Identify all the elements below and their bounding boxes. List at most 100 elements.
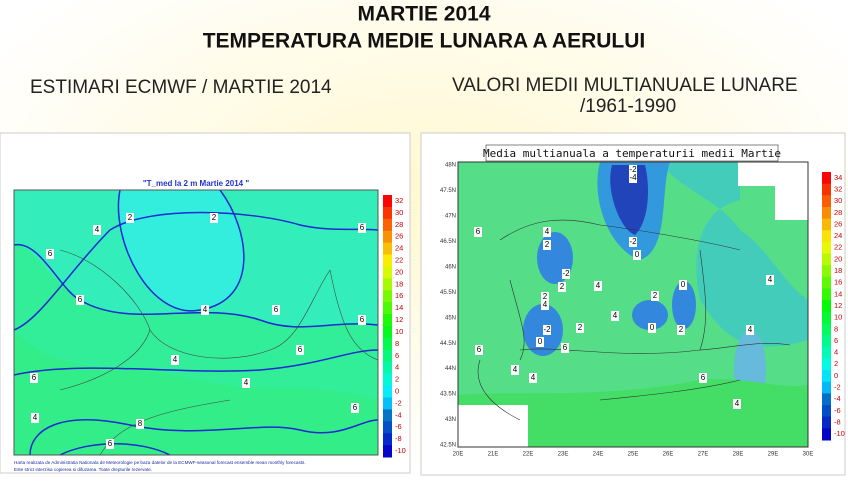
contour-label-bg (543, 240, 551, 250)
colorbar-label: -2 (834, 383, 841, 392)
colorbar-label: -6 (395, 422, 402, 431)
contour-label: 4 (173, 355, 178, 364)
contour-label-bg (296, 345, 304, 355)
colorbar-label: 20 (395, 267, 403, 276)
colorbar-swatch (383, 421, 392, 434)
lon-label: 26E (663, 452, 674, 458)
colorbar-swatch (822, 265, 831, 278)
contour-label: 6 (353, 403, 358, 412)
contour-label: 2 (212, 213, 217, 222)
colorbar-swatch (383, 373, 392, 387)
colorbar-swatch (822, 358, 831, 371)
contour-label: 0 (681, 280, 686, 289)
contour-label: 6 (563, 343, 568, 352)
colorbar-label: 6 (834, 336, 838, 345)
contour-label-bg (594, 281, 602, 291)
contour-label-bg (242, 378, 250, 388)
lat-label: 43N (445, 417, 456, 423)
contour-label-bg (677, 325, 685, 335)
map-field (672, 281, 696, 329)
no-data (738, 162, 808, 186)
colorbar-label: -6 (834, 406, 841, 415)
lon-label: 28E (733, 452, 744, 458)
contour-label: 4 (203, 305, 208, 314)
colorbar-label: 22 (834, 243, 842, 252)
contour-label: 4 (33, 413, 38, 422)
colorbar-swatch (383, 433, 392, 446)
left-map (13, 189, 379, 456)
contour-label: 4 (513, 365, 518, 374)
subtitle: TEMPERATURA MEDIE LUNARA A AERULUI (203, 30, 646, 53)
lat-label: 43.5N (440, 392, 456, 398)
colorbar-swatch (383, 218, 392, 232)
contour-label: 4 (545, 227, 550, 236)
colorbar-swatch (383, 266, 392, 279)
contour-label-bg (746, 325, 754, 335)
contour-label: 2 (543, 292, 548, 301)
colorbar-label: -8 (395, 434, 402, 443)
colorbar-label: 16 (834, 278, 842, 287)
colorbar-swatch (822, 241, 831, 255)
contour-label: -2 (629, 165, 637, 174)
contour-label: 2 (653, 291, 658, 300)
contour-label: 2 (128, 213, 133, 222)
map-field (632, 300, 668, 330)
contour-label-bg (629, 165, 637, 175)
colorbar-swatch (822, 195, 831, 208)
left-map-title: "T_med la 2 m Martie 2014 " (143, 179, 250, 188)
colorbar-swatch (383, 361, 392, 375)
colorbar-swatch (383, 195, 392, 208)
colorbar-label: 32 (395, 196, 403, 205)
map-field (500, 162, 808, 347)
colorbar-label: 10 (395, 327, 403, 336)
contour-label: 6 (298, 345, 303, 354)
map-field (458, 378, 808, 447)
colorbar-swatch (383, 314, 392, 327)
colorbar-swatch (822, 370, 831, 383)
colorbar-swatch (822, 393, 831, 406)
colorbar-label: 28 (395, 220, 403, 229)
contour-label-bg (171, 355, 179, 365)
contour-label: 6 (476, 227, 481, 236)
contour-label-bg (529, 373, 537, 383)
contour-label: 4 (244, 378, 249, 387)
colorbar-swatch (822, 218, 831, 231)
title: MARTIE 2014 (357, 3, 490, 26)
contour-label: 0 (650, 323, 655, 332)
lat-label: 46.5N (440, 239, 456, 245)
colorbar-label: 30 (395, 208, 403, 217)
colorbar-swatch (383, 302, 392, 315)
colorbar-label: 8 (395, 339, 399, 348)
colorbar-label: 2 (395, 375, 399, 384)
contour-label: 4 (748, 325, 753, 334)
contour-label-bg (106, 439, 114, 449)
contour-label: 2 (578, 323, 583, 332)
lat-label: 42.5N (440, 443, 456, 449)
colorbar-swatch (822, 230, 831, 243)
right-caption: VALORI MEDII MULTIANUALE LUNARE (452, 75, 798, 96)
colorbar-label: 16 (395, 291, 403, 300)
colorbar-swatch (383, 409, 392, 422)
contour-label: 4 (543, 300, 548, 309)
contour-label-bg (543, 227, 551, 237)
contour-label-bg (651, 291, 659, 301)
colorbar-label: 24 (834, 231, 842, 240)
colorbar-label: 26 (395, 232, 403, 241)
contour-label: -2 (543, 325, 551, 334)
colorbar-label: 14 (395, 303, 403, 312)
contour-label: 6 (32, 373, 37, 382)
colorbar-label: 6 (395, 351, 399, 360)
contour-label-bg (699, 373, 707, 383)
footnote: Harta realizata de Administratia Nationa… (14, 460, 306, 465)
right-map-title: Media multianuala a temperaturii medii M… (483, 147, 781, 160)
contour-label-bg (629, 173, 637, 183)
contour-label: 0 (635, 250, 640, 259)
colorbar-swatch (822, 183, 831, 196)
colorbar-swatch (822, 405, 831, 418)
contour-label-bg (93, 225, 101, 235)
colorbar-label: -4 (395, 410, 402, 419)
map-frame (13, 189, 379, 456)
contour-label-bg (679, 280, 687, 290)
